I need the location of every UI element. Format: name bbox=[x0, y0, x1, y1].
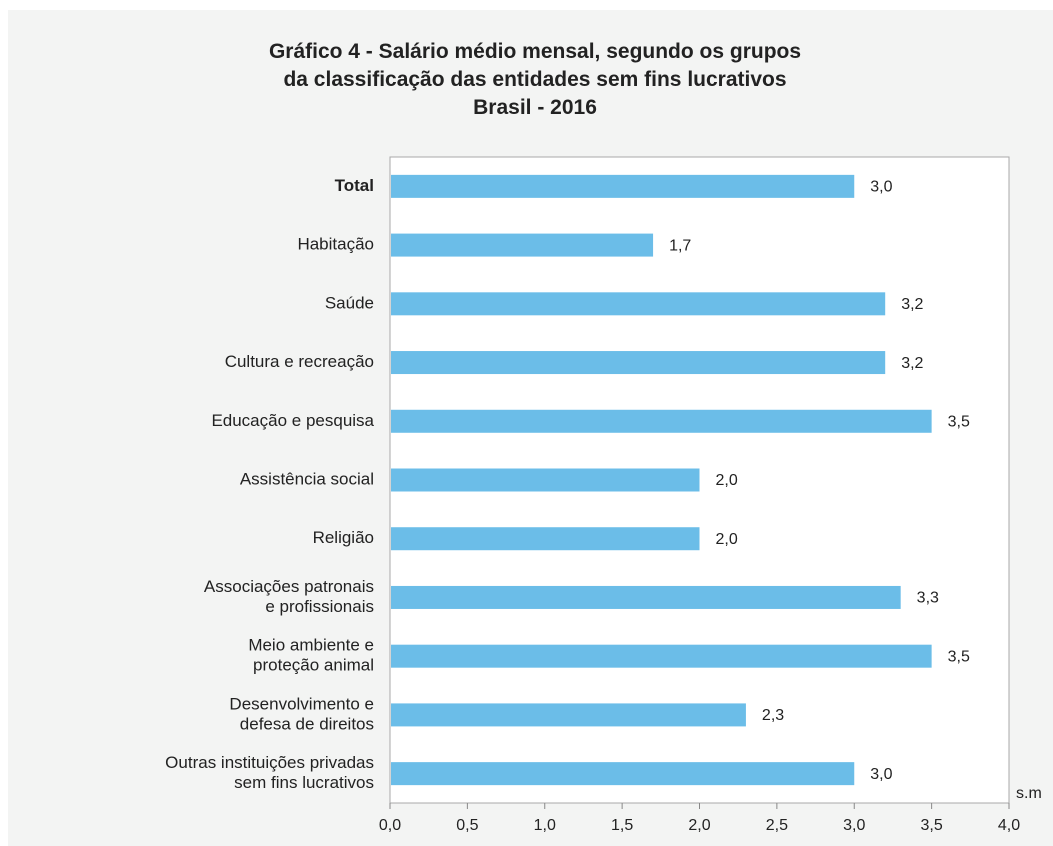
category-label: Associações patronais bbox=[204, 577, 374, 596]
category-label: Assistência social bbox=[240, 469, 374, 488]
category-label: Desenvolvimento e bbox=[229, 694, 374, 713]
x-tick-label: 0,0 bbox=[379, 817, 401, 834]
bar bbox=[391, 409, 932, 433]
bar bbox=[391, 762, 855, 786]
bar-value-label: 3,3 bbox=[917, 590, 939, 607]
bar bbox=[391, 351, 886, 375]
category-label: Outras instituições privadas bbox=[165, 753, 374, 772]
bar-value-label: 3,0 bbox=[870, 179, 892, 196]
category-label: sem fins lucrativos bbox=[234, 773, 374, 792]
chart-title-line: Brasil - 2016 bbox=[473, 96, 597, 119]
chart-title-line: Gráfico 4 - Salário médio mensal, segund… bbox=[268, 40, 802, 63]
bar-value-label: 1,7 bbox=[669, 237, 691, 254]
bar-value-label: 2,0 bbox=[716, 531, 738, 548]
bar-value-label: 2,3 bbox=[762, 707, 784, 724]
category-label: Habitação bbox=[297, 235, 374, 254]
category-label: Total bbox=[335, 176, 374, 195]
x-tick-label: 0,5 bbox=[456, 817, 478, 834]
bar bbox=[391, 233, 654, 257]
x-tick-label: 2,5 bbox=[766, 817, 788, 834]
bar bbox=[391, 585, 901, 609]
chart-title: Gráfico 4 - Salário médio mensal, segund… bbox=[0, 38, 1053, 122]
bar-value-label: 3,2 bbox=[901, 355, 923, 372]
category-label: Saúde bbox=[325, 293, 374, 312]
x-tick-label: 1,0 bbox=[534, 817, 556, 834]
category-label: Meio ambiente e bbox=[248, 636, 374, 655]
bar bbox=[391, 292, 886, 316]
x-tick-label: 2,0 bbox=[688, 817, 710, 834]
x-tick-label: 1,5 bbox=[611, 817, 633, 834]
unit-label: s.m bbox=[1016, 785, 1042, 802]
bar-value-label: 3,5 bbox=[948, 648, 970, 665]
category-label: Religião bbox=[313, 528, 374, 547]
bar bbox=[391, 703, 746, 727]
category-label: Educação e pesquisa bbox=[211, 411, 374, 430]
bar-value-label: 3,2 bbox=[901, 296, 923, 313]
bar-value-label: 2,0 bbox=[716, 472, 738, 489]
x-tick-label: 4,0 bbox=[998, 817, 1020, 834]
category-label: defesa de direitos bbox=[240, 714, 374, 733]
bar-value-label: 3,0 bbox=[870, 766, 892, 783]
bar bbox=[391, 527, 700, 551]
bar-value-label: 3,5 bbox=[948, 413, 970, 430]
bar bbox=[391, 644, 932, 668]
chart-title-line: da classificação das entidades sem fins … bbox=[283, 68, 787, 91]
category-label: Cultura e recreação bbox=[225, 352, 374, 371]
x-tick-label: 3,5 bbox=[921, 817, 943, 834]
x-tick-label: 3,0 bbox=[843, 817, 865, 834]
category-label: e profissionais bbox=[265, 597, 374, 616]
category-label: proteção animal bbox=[253, 656, 374, 675]
bar bbox=[391, 468, 700, 492]
bar bbox=[391, 174, 855, 198]
